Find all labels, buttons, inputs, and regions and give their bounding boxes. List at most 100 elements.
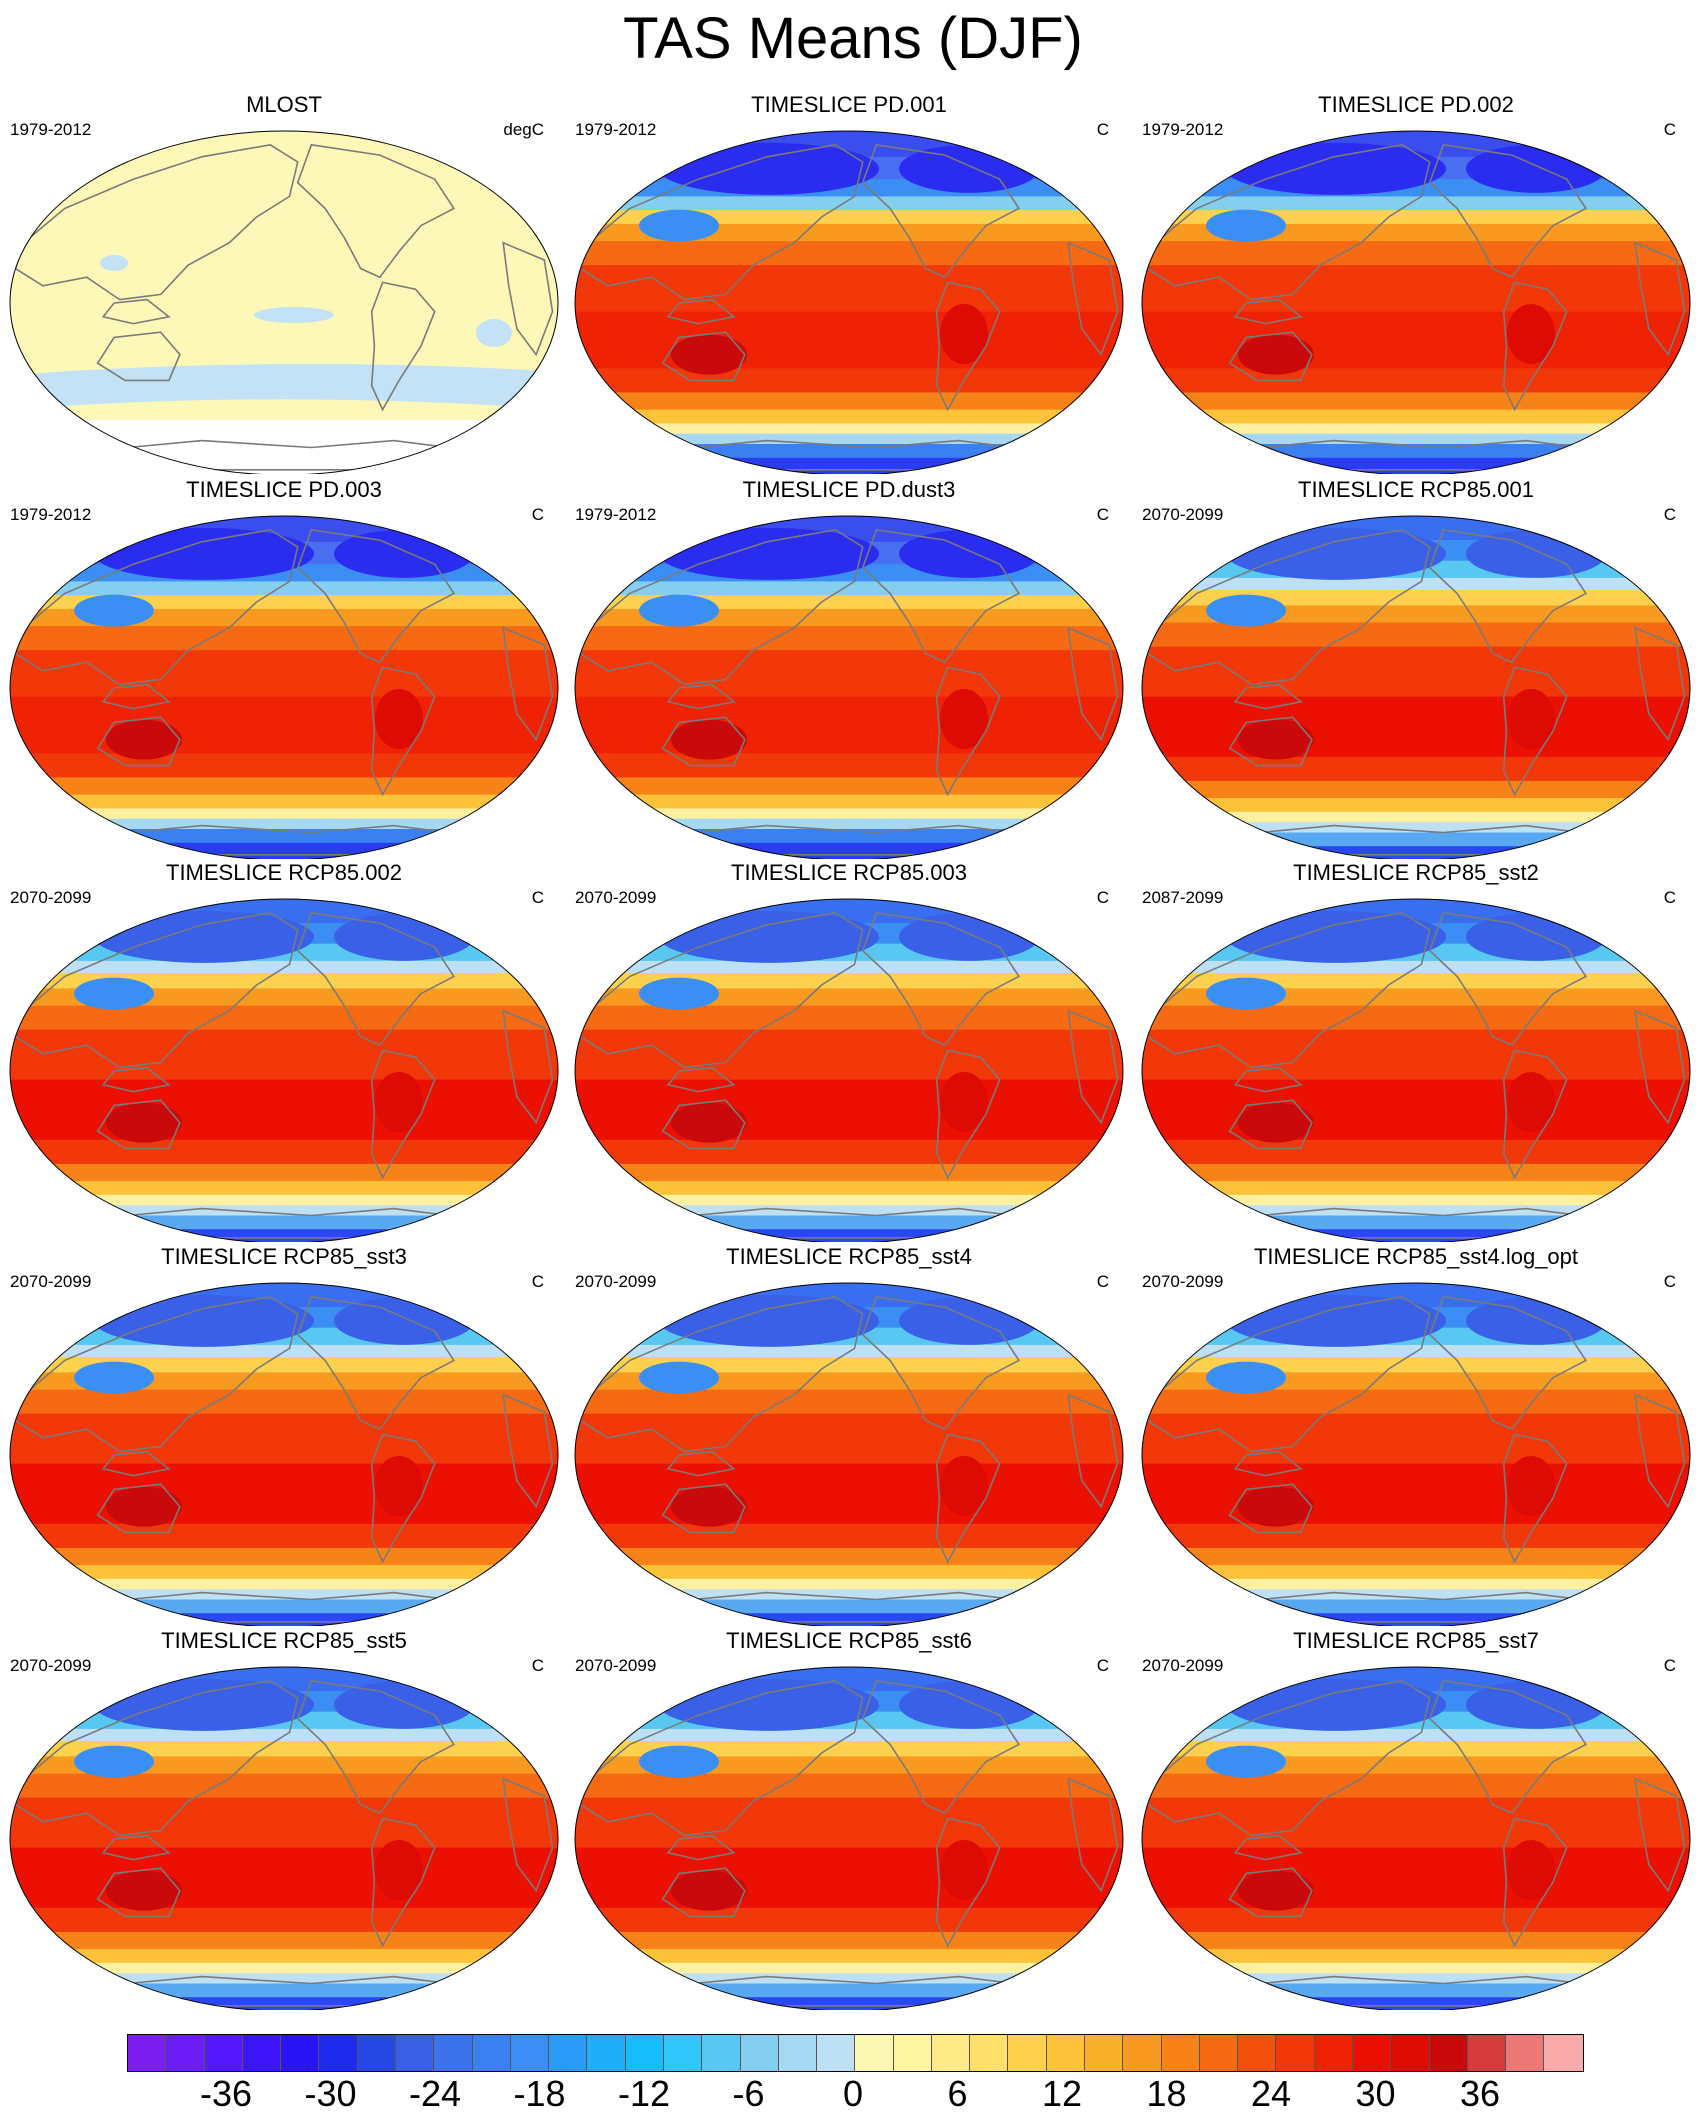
colorbar-swatch (1161, 2035, 1200, 2071)
panel-period: 2070-2099 (1142, 505, 1224, 524)
coastline (579, 143, 864, 301)
coastline (1428, 1679, 1588, 1815)
coastline (666, 683, 736, 710)
coastline (502, 1393, 554, 1509)
world-map (9, 515, 559, 859)
map-field (1142, 131, 1690, 474)
coastline (861, 1295, 1021, 1431)
coastline (1502, 1817, 1568, 1948)
colorbar-swatch (1314, 2035, 1353, 2071)
panel-period: 2070-2099 (575, 1656, 657, 1675)
world-map (574, 898, 1124, 1242)
map-border (1141, 1666, 1691, 2010)
colorbar-swatch (817, 2035, 856, 2071)
map-border (1141, 515, 1691, 859)
map-field (10, 899, 558, 1242)
colorbar-label: -12 (617, 2073, 671, 2114)
coastline (861, 1679, 1021, 1815)
colorbar-label: -18 (513, 2073, 566, 2114)
panel-units: C (1663, 505, 1676, 524)
coastline (1428, 528, 1588, 664)
colorbar-swatch (204, 2035, 243, 2071)
map-field (1142, 516, 1690, 859)
panel-units: C (531, 505, 544, 524)
coastline (296, 911, 456, 1047)
panel-title: TIMESLICE RCP85_sst4.log_opt (1253, 1244, 1579, 1269)
map-border (9, 515, 559, 859)
coastline (935, 666, 1001, 797)
map-field (575, 516, 1123, 859)
coastline (14, 1679, 299, 1837)
map-field (1142, 1283, 1690, 1626)
world-map (1141, 130, 1691, 474)
colorbar-swatch (472, 2035, 511, 2071)
map-panel: TIMESLICE PD.001 1979-2012 C (565, 90, 1133, 474)
panel-units: degC (503, 120, 544, 139)
coastline (1428, 1295, 1588, 1431)
coastline (1502, 666, 1568, 797)
map-panel: TIMESLICE RCP85_sst3 2070-2099 C (0, 1242, 568, 1626)
coastline (935, 1433, 1001, 1564)
colorbar (127, 2034, 1584, 2072)
coastline (661, 331, 746, 382)
coastline (14, 143, 299, 301)
map-border (9, 898, 559, 1242)
coastline (1634, 1009, 1686, 1125)
world-map (1141, 1666, 1691, 2010)
map-border (1141, 130, 1691, 474)
world-map (1141, 898, 1691, 1242)
panel-units: C (1663, 888, 1676, 907)
panel-units: C (531, 1272, 544, 1291)
panel-title: TIMESLICE RCP85_sst3 (161, 1244, 407, 1269)
panel-units: C (1663, 120, 1676, 139)
coastline (296, 528, 456, 664)
coastline (502, 241, 554, 357)
colorbar-label: -30 (304, 2073, 357, 2114)
coastline (935, 1049, 1001, 1180)
colorbar-swatch (319, 2035, 358, 2071)
colorbar-swatch (1008, 2035, 1047, 2071)
map-panel: TIMESLICE RCP85.003 2070-2099 C (565, 858, 1133, 1242)
coastline (14, 911, 299, 1069)
coastline (502, 1009, 554, 1125)
world-map (574, 515, 1124, 859)
panel-period: 1979-2012 (1142, 120, 1224, 139)
coastline (1067, 1393, 1119, 1509)
coastline (1228, 1099, 1313, 1150)
map-panel: MLOST 1979-2012 degC (0, 90, 568, 474)
panel-units: C (1096, 505, 1109, 524)
map-panel: TIMESLICE RCP85_sst5 2070-2099 C (0, 1626, 568, 2010)
coastline (1228, 716, 1313, 767)
coastline (1634, 1777, 1686, 1893)
coastline (861, 143, 1021, 279)
panel-period: 2070-2099 (10, 1272, 92, 1291)
colorbar-label: 0 (842, 2073, 864, 2114)
colorbar-swatch (510, 2035, 550, 2071)
coastline (1634, 1393, 1686, 1509)
panel-period: 2070-2099 (10, 1656, 92, 1675)
coastline (1233, 1450, 1303, 1477)
map-panel: TIMESLICE RCP85_sst6 2070-2099 C (565, 1626, 1133, 2010)
world-map (9, 898, 559, 1242)
map-field (575, 1283, 1123, 1626)
colorbar-swatch (1123, 2035, 1162, 2071)
world-map (574, 1282, 1124, 1626)
colorbar-swatch (1085, 2035, 1124, 2071)
coastline (370, 1049, 436, 1180)
coastline (661, 1867, 746, 1918)
coastline (296, 1295, 456, 1431)
coastline (14, 528, 299, 686)
coastline (1233, 1834, 1303, 1861)
coastline (101, 1834, 171, 1861)
coastline (101, 683, 171, 710)
map-border (1141, 1282, 1691, 1626)
colorbar-swatch (281, 2035, 320, 2071)
coastline (296, 143, 456, 279)
panel-title: TIMESLICE RCP85.002 (166, 860, 402, 885)
map-panel: TIMESLICE PD.003 1979-2012 C (0, 475, 568, 859)
coastline (96, 1483, 181, 1534)
colorbar-swatch (166, 2035, 205, 2071)
panel-title: TIMESLICE RCP85_sst6 (726, 1628, 972, 1653)
coastline (1146, 1679, 1431, 1837)
colorbar-swatch (1467, 2035, 1507, 2071)
